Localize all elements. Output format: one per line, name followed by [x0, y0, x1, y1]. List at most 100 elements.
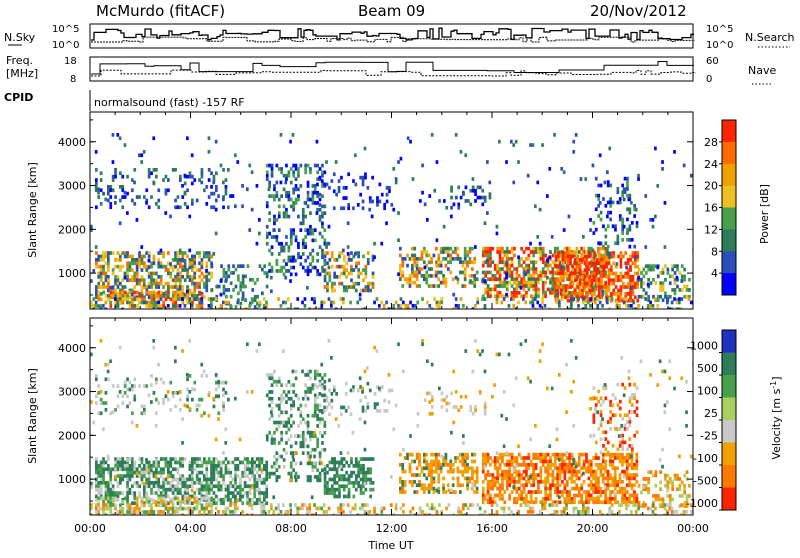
- velocity-cell: [355, 461, 358, 465]
- velocity-cell: [525, 466, 528, 470]
- velocity-cell: [174, 484, 177, 488]
- velocity-cell: [372, 457, 375, 461]
- power-cell: [674, 281, 677, 285]
- power-cell: [326, 183, 329, 187]
- power-cell: [100, 297, 103, 301]
- velocity-cell: [131, 384, 134, 388]
- velocity-cell: [114, 503, 117, 507]
- power-cell: [450, 206, 453, 210]
- velocity-cell: [592, 470, 595, 474]
- power-cell: [461, 260, 464, 264]
- power-cell: [636, 251, 639, 255]
- velocity-cell: [217, 461, 220, 465]
- velocity-cell: [333, 389, 336, 393]
- power-cell: [596, 304, 599, 308]
- power-cell: [320, 301, 323, 305]
- power-cell: [570, 301, 573, 305]
- velocity-cell: [189, 474, 192, 478]
- power-cell: [290, 205, 293, 209]
- power-cell: [102, 291, 105, 295]
- velocity-cell: [167, 467, 170, 471]
- velocity-cell: [181, 464, 184, 468]
- velocity-cell: [181, 481, 184, 485]
- power-cell: [644, 245, 647, 249]
- power-cell: [553, 133, 556, 137]
- velocity-cell: [365, 471, 368, 475]
- power-cell: [141, 294, 144, 298]
- velocity-cell: [153, 464, 156, 468]
- power-cell: [576, 268, 579, 272]
- velocity-cell: [597, 487, 600, 491]
- power-cell: [669, 275, 672, 279]
- power-cell: [229, 304, 232, 308]
- velocity-cell: [239, 488, 242, 492]
- power-cell: [143, 265, 146, 269]
- power-cell: [179, 297, 182, 301]
- velocity-cell: [564, 473, 567, 477]
- power-cell: [167, 285, 170, 289]
- velocity-cell: [239, 478, 242, 482]
- velocity-cell: [181, 500, 184, 504]
- power-cell: [109, 202, 112, 206]
- velocity-cell: [508, 453, 511, 457]
- power-cell: [114, 275, 117, 279]
- power-cell: [395, 301, 398, 305]
- power-cell: [165, 192, 168, 196]
- velocity-cell: [213, 478, 216, 482]
- velocity-cell: [196, 408, 199, 412]
- velocity-cell: [484, 477, 487, 481]
- power-cell: [506, 247, 509, 251]
- power-cell: [676, 276, 679, 280]
- power-cell: [530, 281, 533, 285]
- nsky-label: N.Sky: [4, 31, 36, 44]
- power-cell: [657, 295, 660, 299]
- power-cell: [297, 242, 300, 246]
- velocity-cell: [461, 473, 464, 477]
- power-cell: [504, 284, 507, 288]
- velocity-cell: [256, 457, 259, 461]
- velocity-cell: [547, 470, 550, 474]
- velocity-cell: [442, 483, 445, 487]
- velocity-cell: [421, 466, 424, 470]
- velocity-cell: [554, 460, 557, 464]
- velocity-cell: [131, 411, 134, 415]
- power-cell: [177, 268, 180, 272]
- power-cell: [319, 208, 322, 212]
- power-cell: [632, 275, 635, 279]
- velocity-cell: [374, 392, 377, 396]
- power-cell: [510, 297, 513, 301]
- power-cell: [95, 265, 98, 269]
- velocity-cell: [220, 474, 223, 478]
- power-cell: [664, 201, 667, 205]
- power-cell: [582, 297, 585, 301]
- velocity-cell: [307, 387, 310, 391]
- velocity-cell: [518, 473, 521, 477]
- power-cell: [588, 261, 591, 265]
- power-cell: [652, 268, 655, 272]
- power-cell: [659, 285, 662, 289]
- power-cell: [596, 268, 599, 272]
- velocity-cell: [261, 491, 264, 495]
- velocity-cell: [215, 495, 218, 499]
- velocity-cell: [141, 471, 144, 475]
- power-cell: [268, 181, 271, 185]
- velocity-cell: [447, 470, 450, 474]
- power-cell: [532, 274, 535, 278]
- power-cell: [520, 281, 523, 285]
- power-cell: [174, 294, 177, 298]
- velocity-cell: [369, 389, 372, 393]
- velocity-cell: [588, 477, 591, 481]
- power-cell: [378, 304, 381, 308]
- power-cell: [304, 228, 307, 232]
- power-cell: [136, 282, 139, 286]
- power-cell: [474, 245, 477, 249]
- power-cell: [426, 301, 429, 305]
- power-cell: [620, 292, 623, 296]
- velocity-cell: [276, 404, 279, 408]
- power-cell: [225, 271, 228, 275]
- power-cell: [95, 301, 98, 305]
- power-cell: [347, 252, 350, 256]
- power-cell: [155, 285, 158, 289]
- power-cell: [516, 288, 519, 292]
- power-cell: [136, 297, 139, 301]
